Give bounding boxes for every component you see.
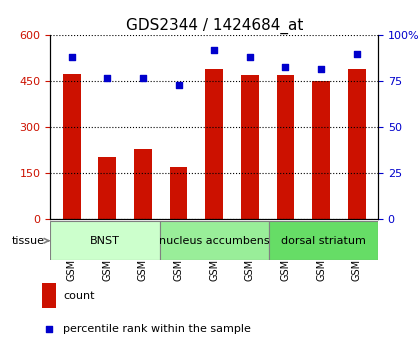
FancyBboxPatch shape xyxy=(50,221,160,260)
Bar xyxy=(134,149,152,219)
Point xyxy=(139,75,146,81)
Text: BNST: BNST xyxy=(90,236,120,246)
Bar xyxy=(241,75,259,219)
Text: dorsal striatum: dorsal striatum xyxy=(281,236,366,246)
Point xyxy=(282,64,289,69)
Point xyxy=(318,66,324,72)
Text: percentile rank within the sample: percentile rank within the sample xyxy=(63,324,251,334)
Text: tissue: tissue xyxy=(12,236,49,246)
Point xyxy=(211,47,218,53)
Point xyxy=(68,55,75,60)
Bar xyxy=(98,156,116,219)
Text: nucleus accumbens: nucleus accumbens xyxy=(159,236,270,246)
Title: GDS2344 / 1424684_at: GDS2344 / 1424684_at xyxy=(126,18,303,34)
FancyBboxPatch shape xyxy=(269,221,378,260)
Bar xyxy=(205,69,223,219)
Bar xyxy=(170,167,187,219)
Bar xyxy=(276,75,294,219)
Bar xyxy=(63,74,81,219)
Point xyxy=(175,82,182,88)
Bar xyxy=(312,81,330,219)
Text: count: count xyxy=(63,291,95,301)
FancyBboxPatch shape xyxy=(160,221,269,260)
Point xyxy=(104,75,111,81)
Bar xyxy=(42,283,56,308)
Point xyxy=(247,55,253,60)
Bar xyxy=(348,69,365,219)
Point xyxy=(282,148,289,153)
Point xyxy=(353,51,360,57)
